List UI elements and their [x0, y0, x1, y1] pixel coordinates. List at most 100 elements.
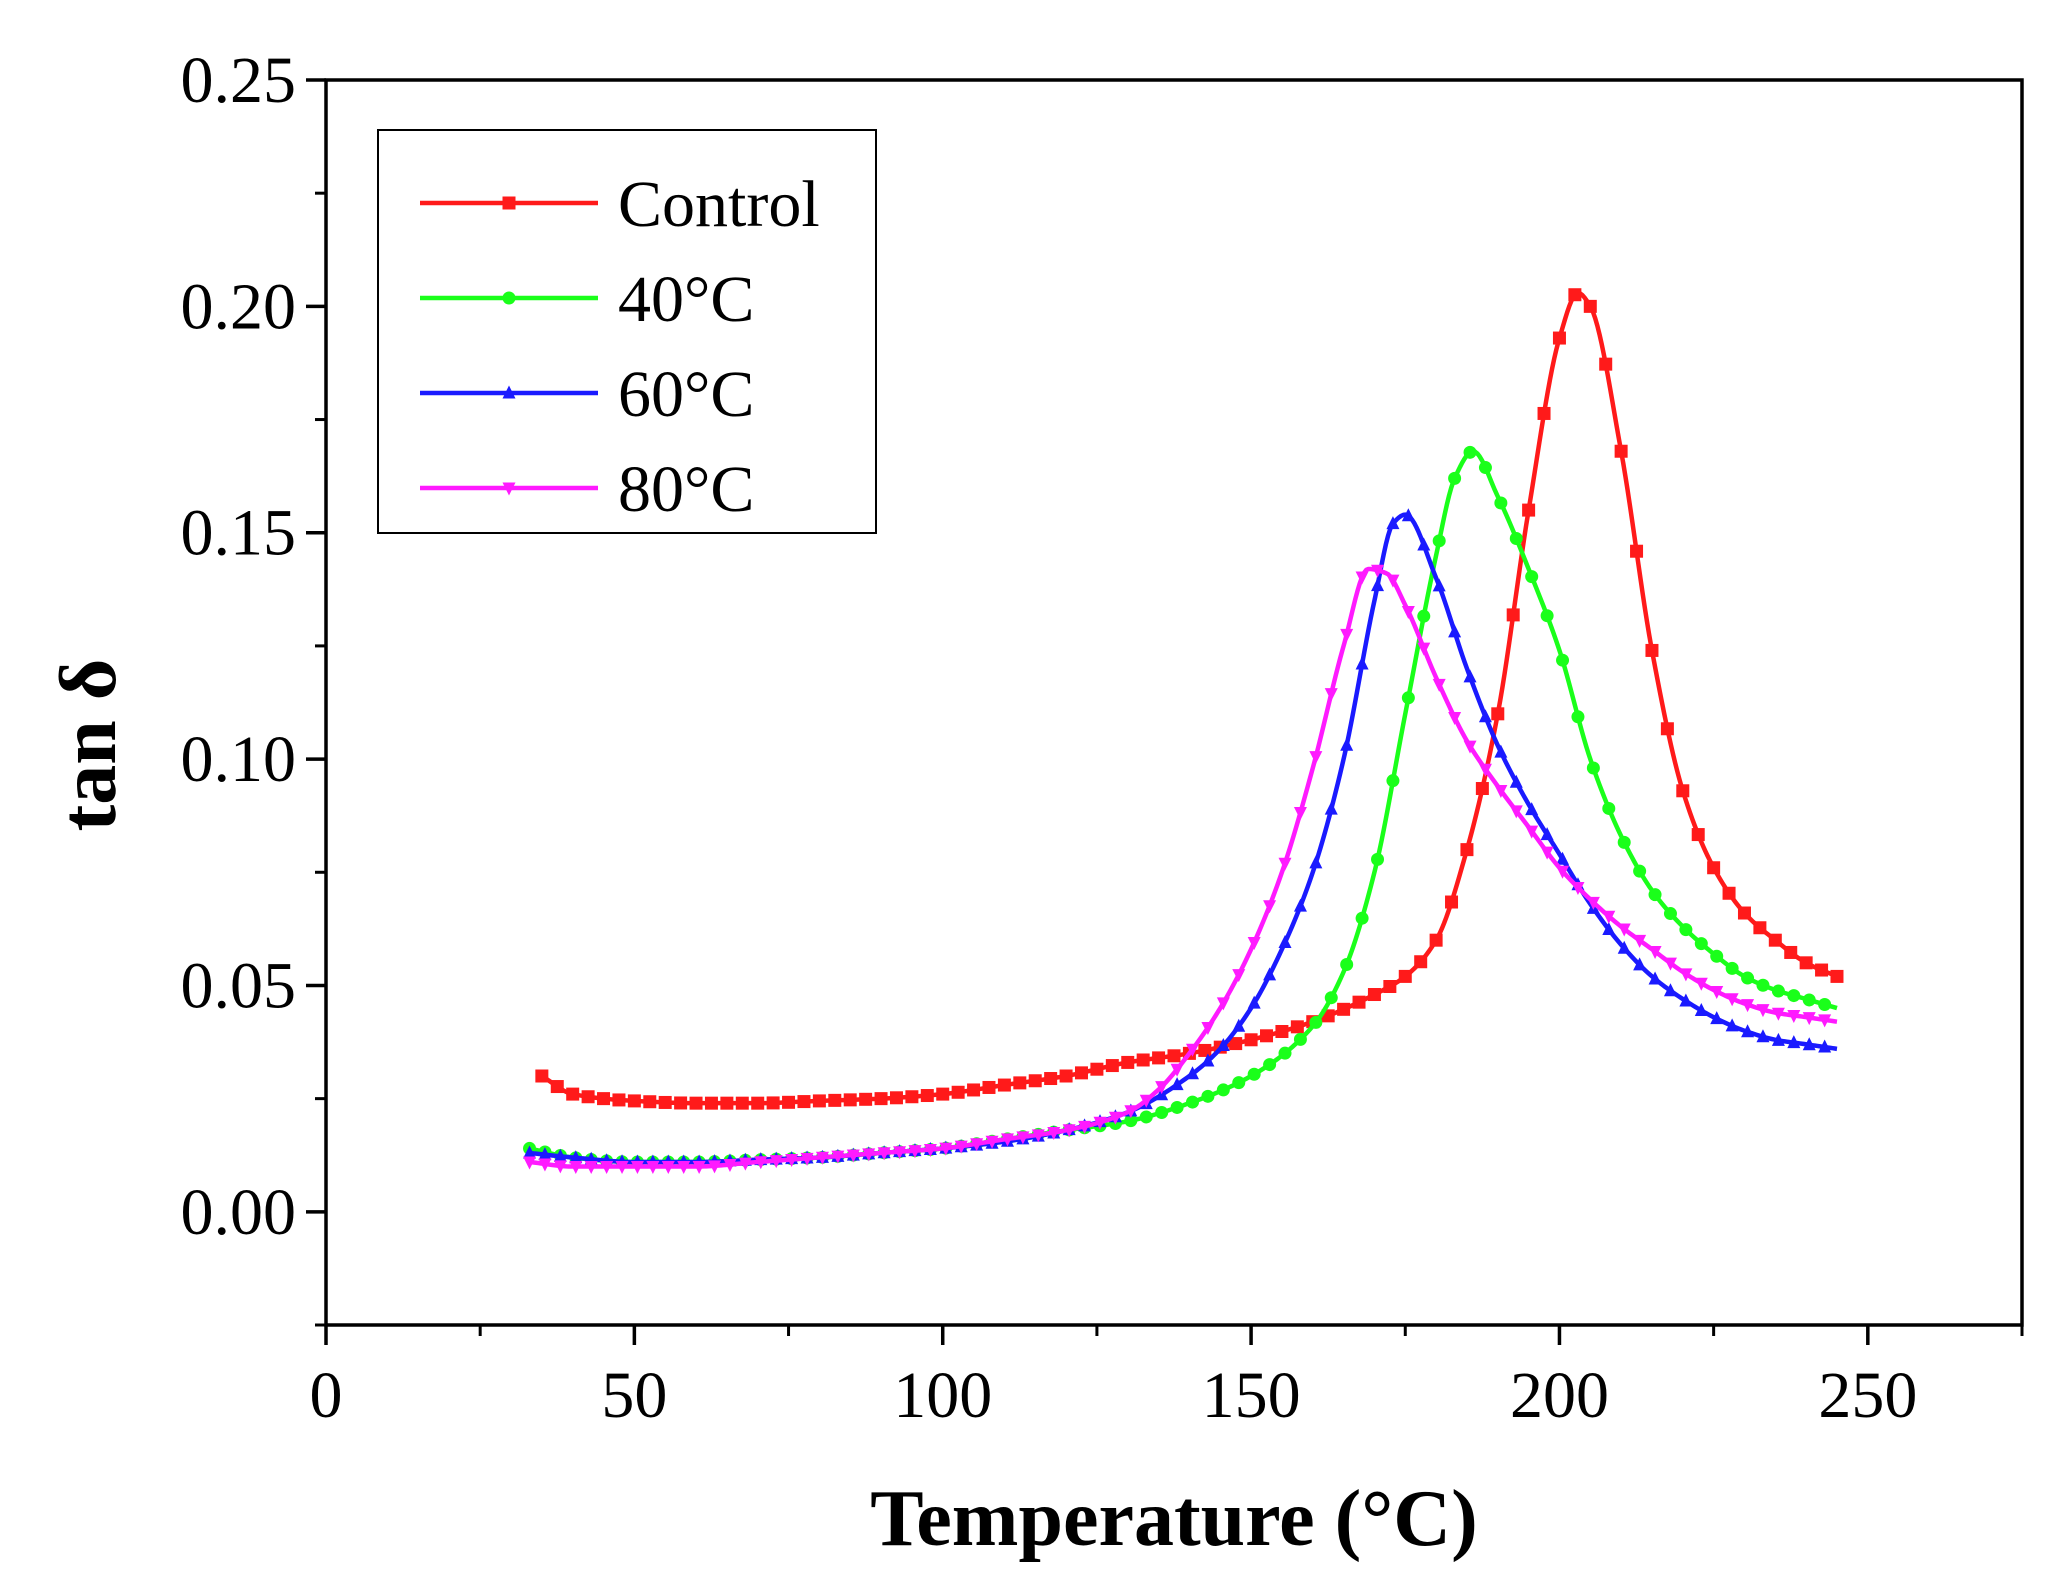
data-point: [1722, 886, 1736, 900]
data-point: [1537, 406, 1551, 420]
data-point: [1525, 802, 1539, 816]
data-point: [1263, 967, 1277, 981]
data-point: [936, 1087, 950, 1101]
data-point: [1293, 806, 1307, 820]
data-point: [553, 1148, 567, 1162]
data-point: [908, 1145, 922, 1159]
data-point: [1340, 737, 1354, 751]
data-point: [893, 1146, 907, 1160]
data-point: [643, 1095, 657, 1109]
data-point: [1710, 1011, 1724, 1025]
data-point: [1275, 1025, 1289, 1039]
data-point: [1617, 835, 1631, 849]
data-point: [1818, 997, 1832, 1011]
data-point: [1340, 628, 1354, 642]
legend-label: 60°C: [618, 358, 754, 431]
data-point: [1756, 1029, 1770, 1043]
x-tick-label: 50: [601, 1359, 667, 1432]
data-point: [1108, 1111, 1122, 1125]
data-point: [1679, 993, 1693, 1007]
data-point: [1201, 1089, 1215, 1103]
data-point: [1556, 653, 1570, 667]
data-point: [1429, 933, 1443, 947]
data-point: [704, 1096, 718, 1110]
data-point: [862, 1148, 876, 1162]
data-point: [751, 1096, 765, 1110]
data-point: [1691, 828, 1705, 842]
data-point: [1648, 946, 1662, 960]
data-point: [1432, 578, 1446, 592]
data-point: [597, 1092, 611, 1106]
data-point: [1448, 712, 1462, 726]
data-point: [1028, 1074, 1042, 1088]
data-point: [689, 1096, 703, 1110]
data-point: [1525, 825, 1539, 839]
data-point: [1124, 1114, 1138, 1128]
data-point: [785, 1154, 799, 1168]
data-point: [1355, 656, 1369, 670]
data-point: [1710, 949, 1724, 963]
data-point: [1155, 1105, 1169, 1119]
data-point: [1432, 534, 1446, 548]
y-tick-label: 0.10: [181, 723, 297, 796]
data-point: [1787, 1009, 1801, 1023]
data-point: [1414, 955, 1428, 969]
data-point: [1445, 895, 1459, 909]
data-point: [1509, 531, 1523, 545]
data-point: [1247, 936, 1261, 950]
data-point: [1355, 911, 1369, 925]
data-point: [1663, 907, 1677, 921]
data-point: [1463, 445, 1477, 459]
data-point: [1417, 537, 1431, 551]
data-point: [1337, 1002, 1351, 1016]
data-point: [1556, 865, 1570, 879]
data-point: [566, 1087, 580, 1101]
x-tick-label: 100: [893, 1359, 992, 1432]
data-point: [646, 1161, 660, 1175]
data-point: [1679, 968, 1693, 982]
data-point: [1645, 643, 1659, 657]
data-point: [1491, 707, 1505, 721]
data-point: [815, 1151, 829, 1165]
data-point: [1630, 544, 1644, 558]
data-point: [1244, 1033, 1258, 1047]
data-point: [1522, 503, 1536, 517]
data-point: [1093, 1116, 1107, 1130]
data-point: [1059, 1069, 1073, 1083]
data-point: [1633, 934, 1647, 948]
data-point: [1247, 995, 1261, 1009]
legend-swatch-marker: [502, 291, 516, 305]
data-point: [1737, 906, 1751, 920]
data-point: [1506, 608, 1520, 622]
data-point: [877, 1147, 891, 1161]
data-point: [720, 1096, 734, 1110]
data-point: [1694, 977, 1708, 991]
data-point: [1771, 984, 1785, 998]
data-point: [1478, 709, 1492, 723]
data-point: [708, 1160, 722, 1174]
axes-layer: 0 50 100 150 200 250 0.00 0.05 0.10 0.15 0.20 0.25: [181, 44, 2024, 1432]
data-point: [1170, 1100, 1184, 1114]
legend-label: Control: [618, 168, 820, 241]
data-point: [1401, 605, 1415, 619]
data-point: [627, 1094, 641, 1108]
data-point: [1448, 471, 1462, 485]
data-point: [1309, 1015, 1323, 1029]
data-point: [1552, 331, 1566, 345]
data-point: [1509, 774, 1523, 788]
data-point: [874, 1092, 888, 1106]
legend: Control 40°C 60°C 80°C: [377, 129, 877, 534]
data-point: [1121, 1055, 1135, 1069]
data-point: [1386, 774, 1400, 788]
data-point: [1232, 1018, 1246, 1032]
data-point: [1383, 980, 1397, 994]
data-point: [1448, 624, 1462, 638]
data-point: [1768, 933, 1782, 947]
data-point: [630, 1161, 644, 1175]
data-point: [538, 1147, 552, 1161]
legend-swatch-marker: [502, 385, 516, 399]
data-point: [1000, 1133, 1014, 1147]
